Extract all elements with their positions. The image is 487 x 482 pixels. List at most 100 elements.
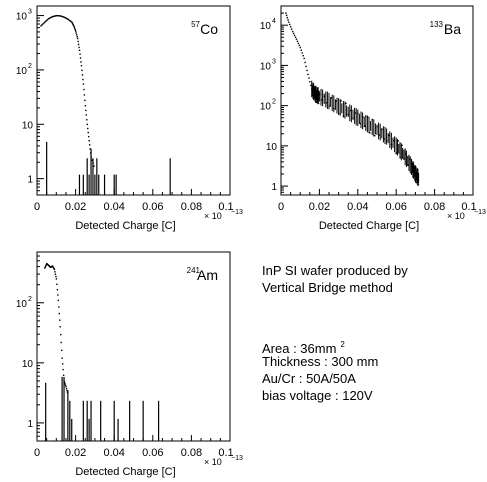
data-point xyxy=(295,38,298,40)
data-point xyxy=(83,88,85,91)
data-point xyxy=(48,17,51,19)
x-axis-title: Detected Charge [C] xyxy=(75,466,175,478)
data-point xyxy=(330,97,333,99)
x-multiplier: × 10 xyxy=(204,457,222,467)
data-point xyxy=(65,386,67,388)
data-point xyxy=(82,83,85,85)
data-point xyxy=(286,16,289,19)
x-tick-label: 0.06 xyxy=(142,447,163,459)
data-point xyxy=(321,99,323,101)
data-point xyxy=(84,105,87,107)
data-point xyxy=(43,22,45,24)
data-point xyxy=(87,127,89,130)
data-point xyxy=(53,15,56,17)
data-point xyxy=(84,99,86,102)
y-tick-label: 10 xyxy=(266,142,278,153)
y-tick-label: 10 xyxy=(16,12,28,23)
data-point xyxy=(309,81,311,83)
x-tick-label: 0.02 xyxy=(65,201,86,213)
x-tick-label: 0.04 xyxy=(103,201,124,213)
data-point xyxy=(405,153,407,155)
data-point xyxy=(44,267,46,269)
data-point xyxy=(80,61,82,63)
data-point xyxy=(52,266,54,268)
data-point xyxy=(44,266,47,268)
data-point xyxy=(393,139,395,142)
y-tick-label: 1 xyxy=(27,419,33,430)
data-point xyxy=(64,384,67,387)
x-axis-title: Detected Charge [C] xyxy=(75,220,175,232)
data-point xyxy=(58,15,60,17)
data-point xyxy=(79,57,82,59)
area-line: Area : 36mm 2 xyxy=(262,336,378,356)
area-exponent: 2 xyxy=(340,340,345,349)
data-point xyxy=(82,78,84,81)
data-point xyxy=(85,114,88,116)
data-point xyxy=(93,165,95,167)
data-point xyxy=(79,53,81,55)
data-point xyxy=(45,20,47,22)
data-point xyxy=(52,267,55,269)
data-point xyxy=(61,363,64,365)
data-point xyxy=(294,36,297,39)
data-point xyxy=(70,20,72,23)
data-point xyxy=(369,132,371,134)
data-point xyxy=(62,16,64,18)
data-point xyxy=(359,122,361,125)
x-multiplier: × 10 xyxy=(447,211,465,221)
data-point xyxy=(51,265,54,267)
data-point xyxy=(75,32,77,34)
data-point xyxy=(74,29,76,31)
data-point xyxy=(54,15,57,17)
y-tick-label: 10 xyxy=(22,120,34,131)
data-point xyxy=(305,65,307,68)
data-point xyxy=(57,15,60,17)
data-point xyxy=(85,109,87,112)
data-point xyxy=(78,46,80,49)
data-point xyxy=(64,16,66,19)
data-point xyxy=(77,43,80,46)
data-point xyxy=(81,74,84,76)
data-point xyxy=(88,144,91,146)
data-point xyxy=(291,30,294,33)
data-point xyxy=(374,135,376,137)
data-point xyxy=(67,18,69,20)
data-point xyxy=(58,306,60,308)
data-point xyxy=(59,15,61,17)
x-axis-title: Detected Charge [C] xyxy=(319,220,419,232)
data-point xyxy=(59,326,61,328)
data-point xyxy=(310,84,312,87)
sample-parameters: Area : 36mm 2 Thickness : 300 mm Au/Cr : … xyxy=(262,336,378,404)
x-tick-label: 0.1 xyxy=(461,201,476,213)
data-point xyxy=(298,44,301,47)
data-point xyxy=(289,23,291,26)
data-point xyxy=(45,264,47,266)
data-point xyxy=(86,119,88,121)
x-tick-label: 0.06 xyxy=(142,201,163,213)
data-point xyxy=(47,18,49,21)
data-point xyxy=(78,49,81,52)
area-text: Area : 36mm xyxy=(262,341,337,356)
y-tick-label: 10 xyxy=(260,61,272,72)
data-point xyxy=(299,46,301,49)
data-point xyxy=(383,138,385,140)
bias-line: bias voltage : 120V xyxy=(262,388,373,403)
data-point xyxy=(288,21,290,23)
description-line-1: InP SI wafer produced by xyxy=(262,263,408,278)
y-tick-exponent: 3 xyxy=(28,9,32,16)
data-point xyxy=(40,25,42,27)
electrode-line: Au/Cr : 50A/50A xyxy=(262,371,356,386)
data-point xyxy=(293,34,296,37)
data-point xyxy=(65,17,67,19)
data-point xyxy=(75,30,77,32)
x-tick-label: 0.02 xyxy=(65,447,86,459)
data-point xyxy=(51,15,54,18)
y-tick-label: 1 xyxy=(27,175,33,186)
data-point xyxy=(80,65,83,67)
data-point xyxy=(75,34,78,36)
data-point xyxy=(62,368,64,371)
data-point xyxy=(350,109,352,112)
data-point xyxy=(68,19,70,21)
